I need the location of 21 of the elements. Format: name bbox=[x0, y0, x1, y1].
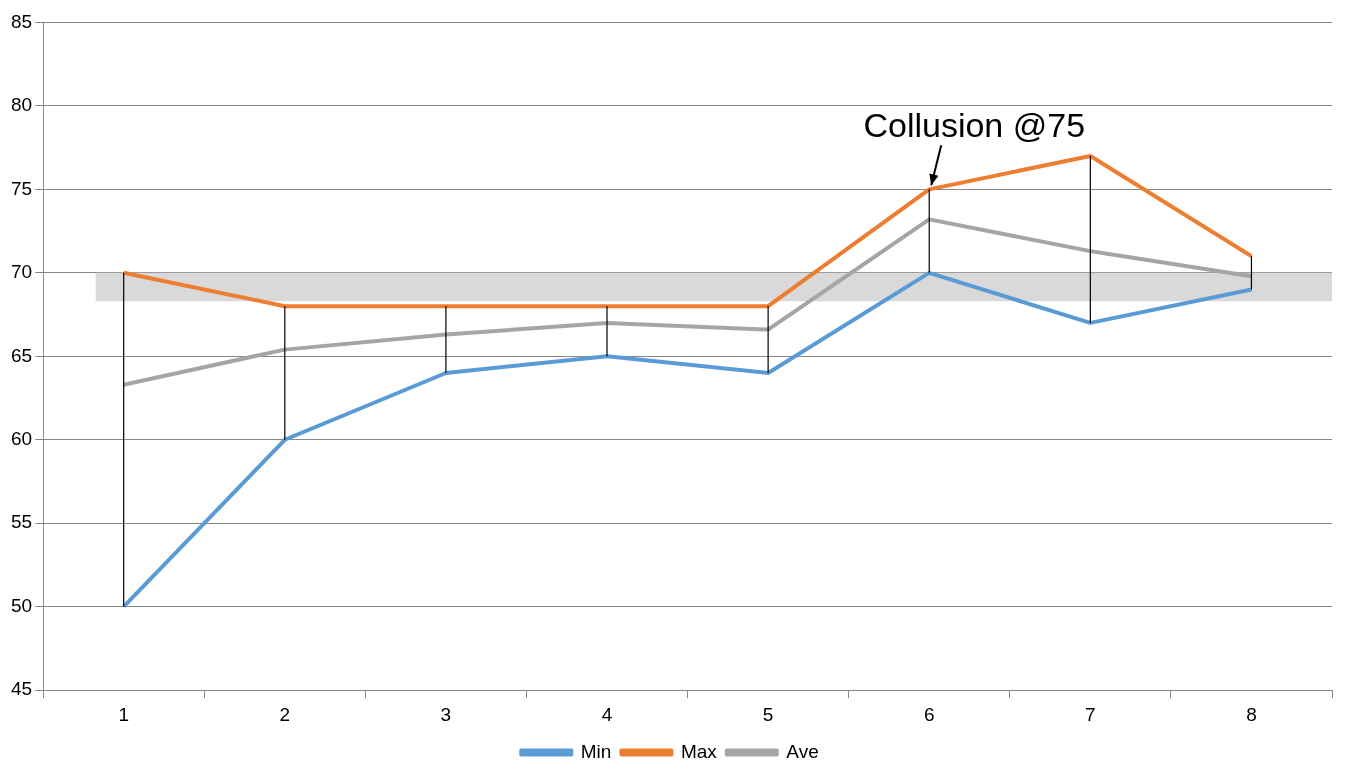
y-tick-label: 75 bbox=[10, 177, 33, 199]
y-tick-label: 55 bbox=[10, 511, 33, 533]
y-tick-label: 65 bbox=[10, 344, 33, 366]
x-tick-label: 3 bbox=[440, 703, 452, 725]
legend-label: Min bbox=[580, 740, 612, 762]
legend-label: Max bbox=[680, 740, 718, 762]
y-tick-label: 80 bbox=[10, 94, 33, 116]
x-tick-label: 4 bbox=[601, 703, 613, 725]
y-tick-label: 85 bbox=[10, 10, 33, 32]
y-tick-label: 60 bbox=[10, 428, 33, 450]
x-tick-label: 5 bbox=[762, 703, 774, 725]
x-tick-label: 8 bbox=[1246, 703, 1257, 725]
y-tick-label: 45 bbox=[10, 678, 33, 700]
x-tick-label: 6 bbox=[923, 703, 935, 725]
x-tick-label: 7 bbox=[1085, 703, 1096, 725]
legend-label: Ave bbox=[786, 740, 819, 762]
x-tick-label: 1 bbox=[118, 703, 129, 725]
annotation: Collusion @75 bbox=[863, 106, 1086, 145]
y-tick-label: 70 bbox=[10, 261, 33, 283]
x-tick-label: 2 bbox=[279, 703, 291, 725]
y-tick-label: 50 bbox=[10, 594, 33, 616]
